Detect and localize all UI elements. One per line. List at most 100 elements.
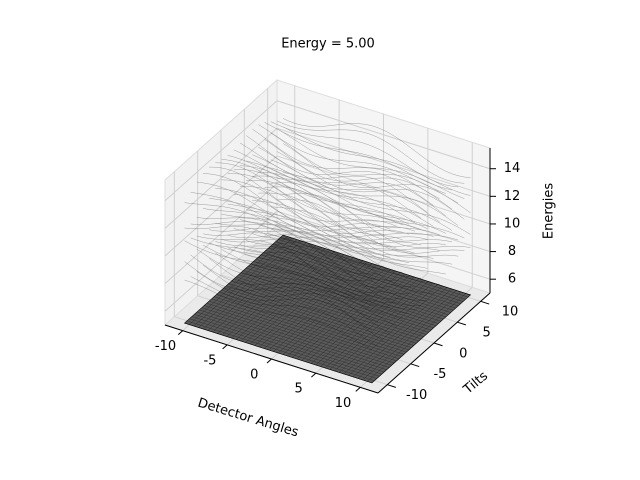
mesh-line [310,275,410,364]
tick-mark [480,300,490,305]
grid-line [164,183,278,284]
wire [264,186,453,243]
axes-3d [164,78,496,394]
tick-mark [433,342,443,347]
wire [209,242,397,303]
tick-mark [387,384,397,388]
mesh-line [343,285,443,375]
wire [264,122,453,191]
wire [190,254,379,322]
wire [270,206,459,258]
mesh-line [275,241,464,302]
wire [252,175,440,236]
wire [233,194,422,246]
x-axis-line [164,324,379,394]
grid-line [164,210,278,312]
wire [184,240,372,302]
y-tick-label: 0 [459,346,467,361]
wire [239,244,428,301]
mesh-line [250,263,439,324]
wire [208,258,397,327]
wire [270,182,459,241]
wire [215,162,403,226]
mesh-line [324,279,424,369]
mesh-line [273,243,461,304]
x-tick-label: 10 [335,396,352,411]
mesh-line [320,278,420,367]
mesh-line [282,266,382,355]
grid-line [164,100,278,202]
y-tick-label: 5 [482,325,490,340]
wire [184,261,373,331]
mesh-line [306,273,406,363]
mesh-line [367,293,466,382]
mesh-line [233,278,422,340]
mesh-line [238,274,427,335]
wire [196,271,385,342]
wire [215,222,403,273]
wire [190,237,379,297]
wire [252,200,440,251]
wire [239,165,428,230]
y-axis-label: Tilts [460,369,491,398]
wire [184,279,373,350]
mesh-line [241,272,429,333]
wire [215,187,403,241]
wire [239,186,428,241]
mesh-line [348,287,448,376]
wire [215,241,403,300]
mesh-line [278,239,466,300]
z-tick-label: 12 [504,189,521,204]
wire [196,248,385,315]
wire [190,192,379,244]
wire [270,159,459,226]
z-tick-label: 6 [508,272,516,287]
mesh-line [268,248,456,309]
grid-line [276,183,491,253]
wire [202,208,391,258]
mesh-line [292,269,391,358]
wire [276,199,465,254]
wire [209,197,397,249]
y-axis-line [377,292,491,394]
z-tick-label: 8 [508,244,516,259]
grid-line [276,210,491,280]
wire [239,142,428,213]
mesh-line [287,267,387,357]
wire [202,264,391,335]
wire [282,118,471,178]
mesh-line [236,276,424,337]
wire [258,146,447,217]
wire [184,225,372,281]
tick-mark [355,386,361,392]
x-axis-label: Detector Angles [196,396,301,441]
wire [239,219,428,269]
mesh-line [270,245,459,307]
mesh-line [255,259,444,320]
wire [246,209,434,259]
mesh-line [260,254,449,315]
wire [270,121,459,188]
wire [264,166,453,231]
x-tick-label: 5 [295,382,303,397]
x-tick-label: -10 [155,339,176,354]
tick-mark [311,372,317,378]
wire [276,151,465,220]
mesh-line [362,291,462,381]
x-tick-label: -5 [203,353,216,368]
wire [221,213,409,264]
wire [246,180,434,237]
wire [233,149,422,219]
wire [221,249,409,314]
mesh-line [296,270,396,360]
wire [258,124,446,194]
wire [252,233,440,285]
slice-mesh [184,234,471,384]
wire [246,160,434,227]
tick-mark [410,363,420,368]
wire [276,120,465,184]
mesh-line [253,261,441,322]
wire [252,154,440,223]
wire [227,173,416,232]
